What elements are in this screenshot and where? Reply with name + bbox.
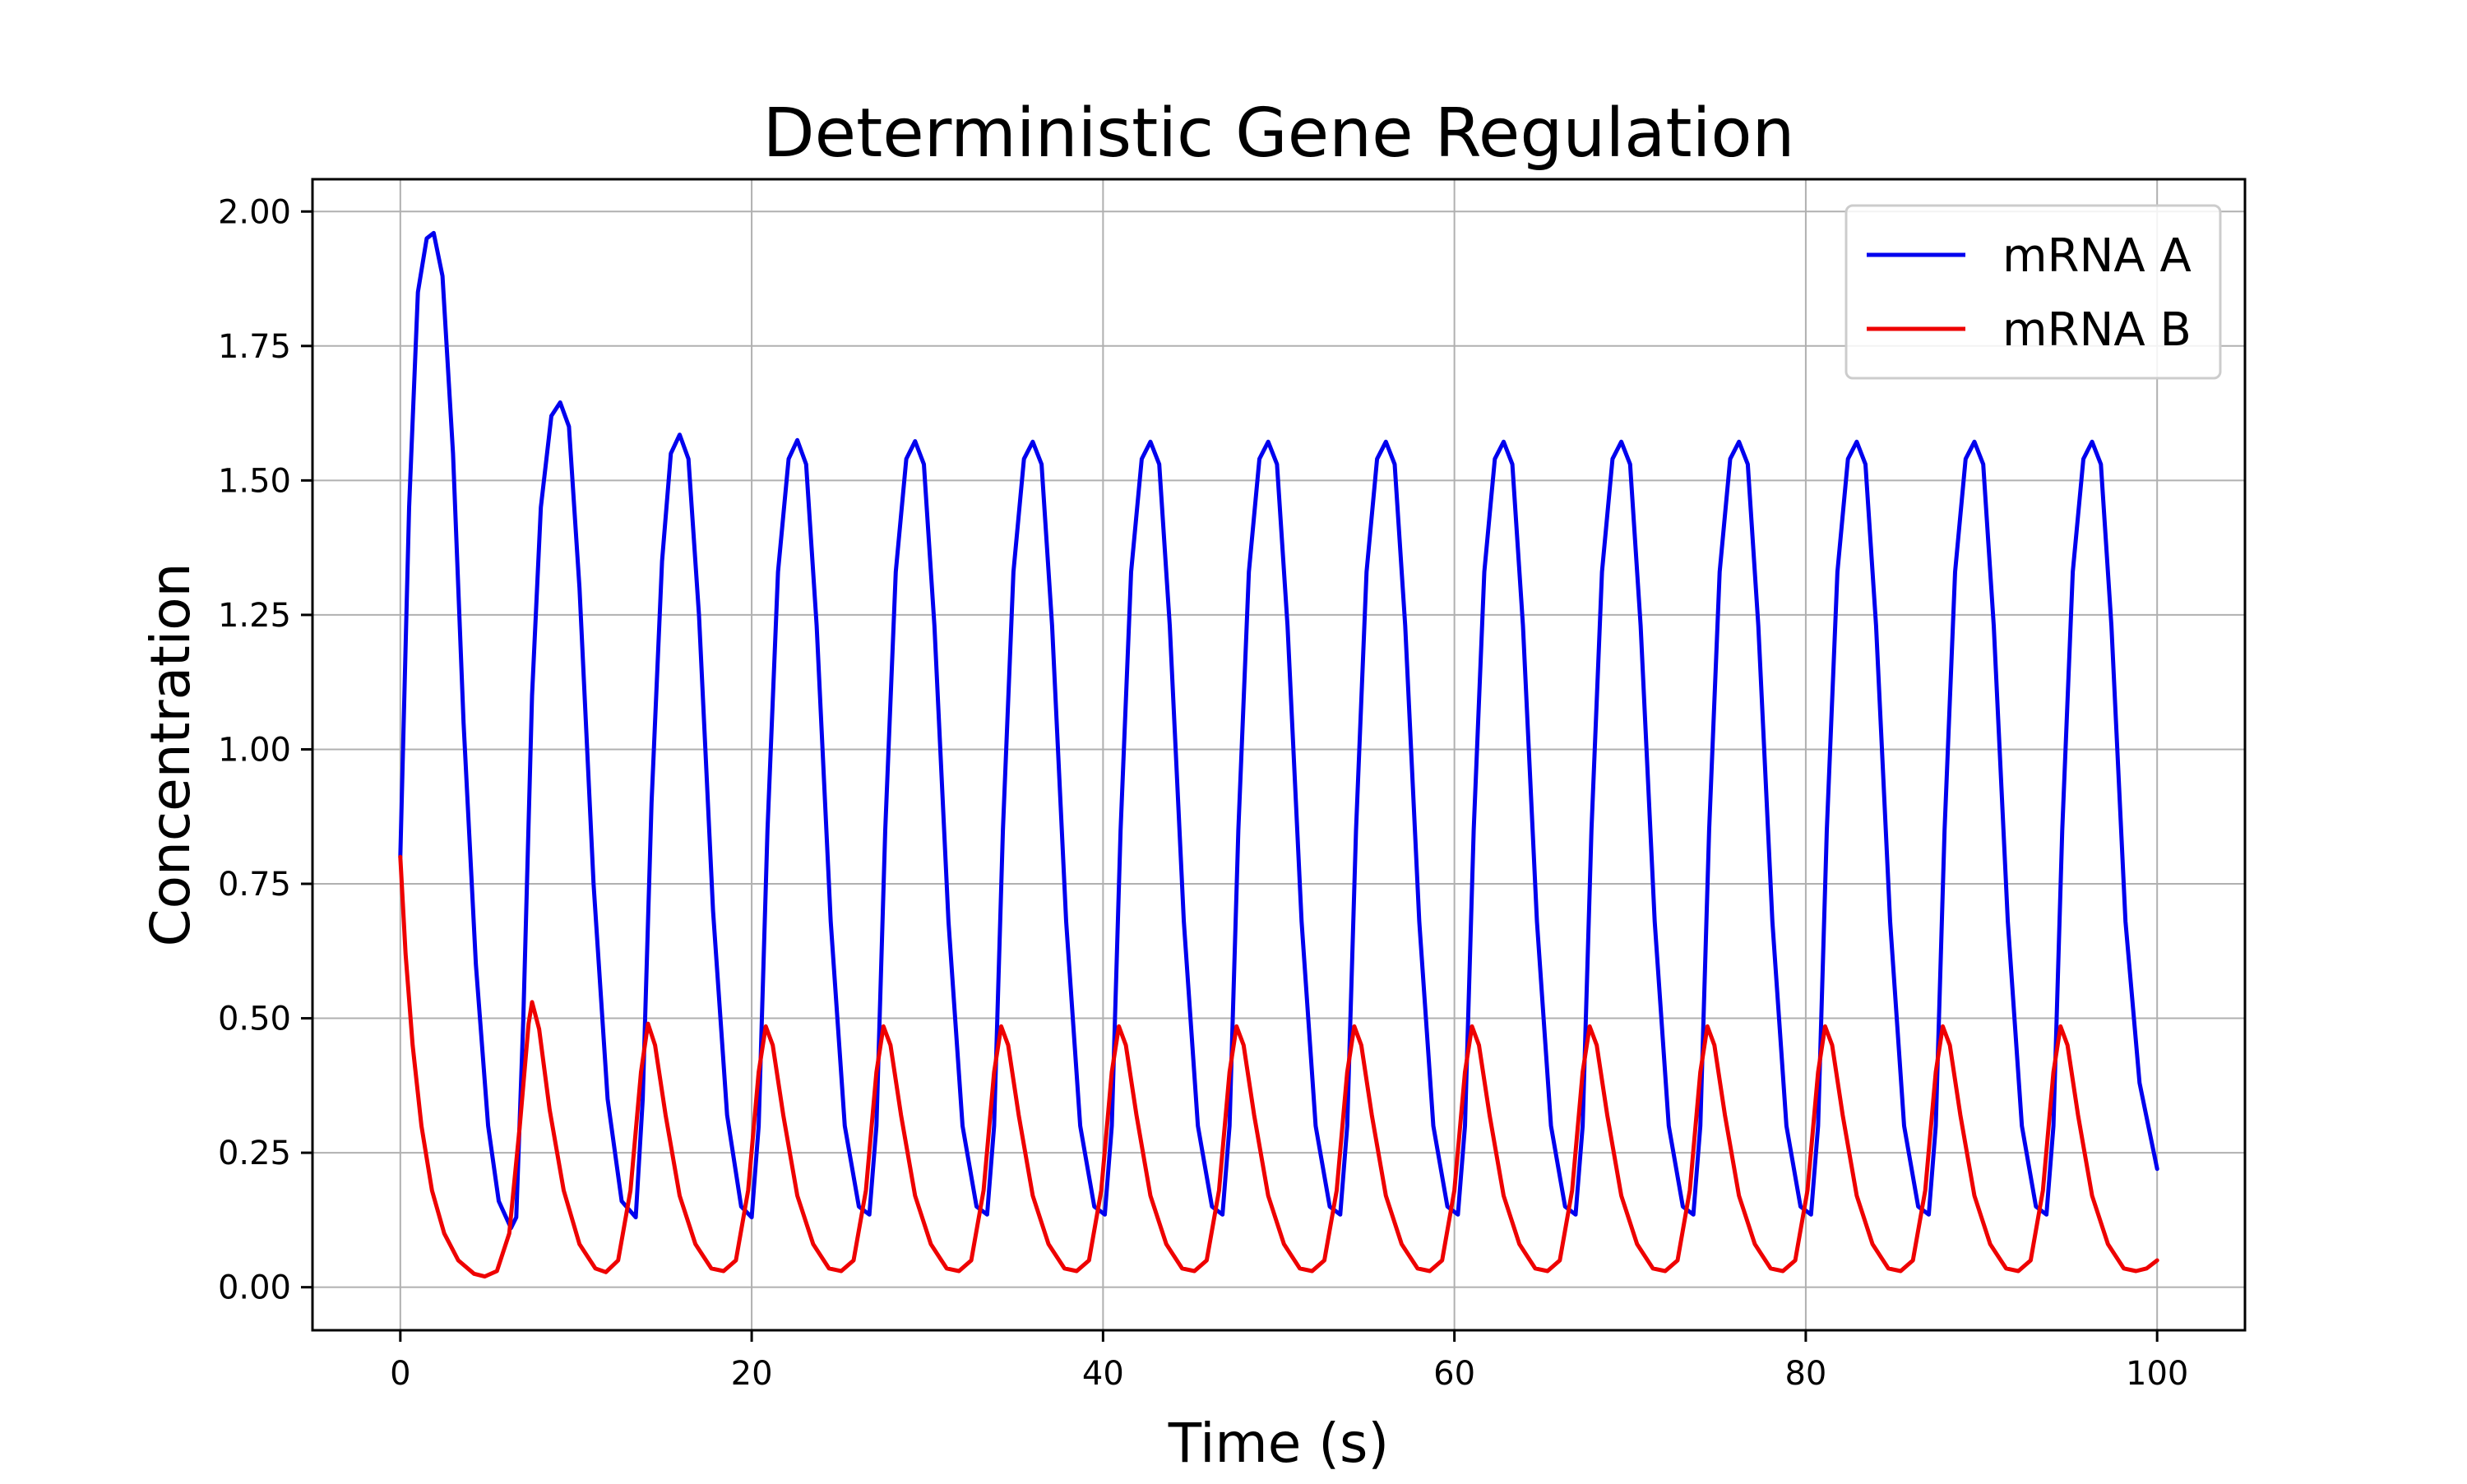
- x-tick-label: 100: [2126, 1355, 2188, 1393]
- legend-label: mRNA A: [2002, 229, 2192, 283]
- y-tick-label: 0.50: [218, 1001, 291, 1038]
- legend: mRNA A mRNA B: [1844, 204, 2222, 380]
- axis-ticks: 0 20 40 60 80 100 0.00 0.25 0.50 0.75 1.00 1.25 1.50…: [218, 193, 2188, 1393]
- y-tick-label: 1.00: [218, 731, 291, 769]
- series-lines: [398, 230, 2159, 1279]
- x-axis-label: Time (s): [1168, 1412, 1389, 1475]
- plot-frame: [311, 178, 2247, 1332]
- x-tick-label: 60: [1433, 1355, 1475, 1393]
- x-tick-label: 20: [731, 1355, 773, 1393]
- chart-title: Deterministic Gene Regulation: [762, 95, 1794, 173]
- y-tick-label: 2.00: [218, 193, 291, 231]
- legend-box: [1844, 204, 2222, 380]
- x-tick-label: 0: [390, 1355, 410, 1393]
- y-tick-label: 1.50: [218, 462, 291, 500]
- y-tick-label: 0.00: [218, 1269, 291, 1307]
- y-tick-label: 1.25: [218, 597, 291, 635]
- y-tick-label: 0.75: [218, 866, 291, 904]
- y-axis-label: Concentration: [139, 563, 202, 947]
- series-line: [398, 230, 2159, 1231]
- x-tick-label: 40: [1082, 1355, 1124, 1393]
- series-line: [398, 854, 2159, 1279]
- x-tick-label: 80: [1784, 1355, 1826, 1393]
- y-tick-label: 0.25: [218, 1135, 291, 1172]
- legend-label: mRNA B: [2002, 303, 2192, 357]
- y-tick-label: 1.75: [218, 328, 291, 366]
